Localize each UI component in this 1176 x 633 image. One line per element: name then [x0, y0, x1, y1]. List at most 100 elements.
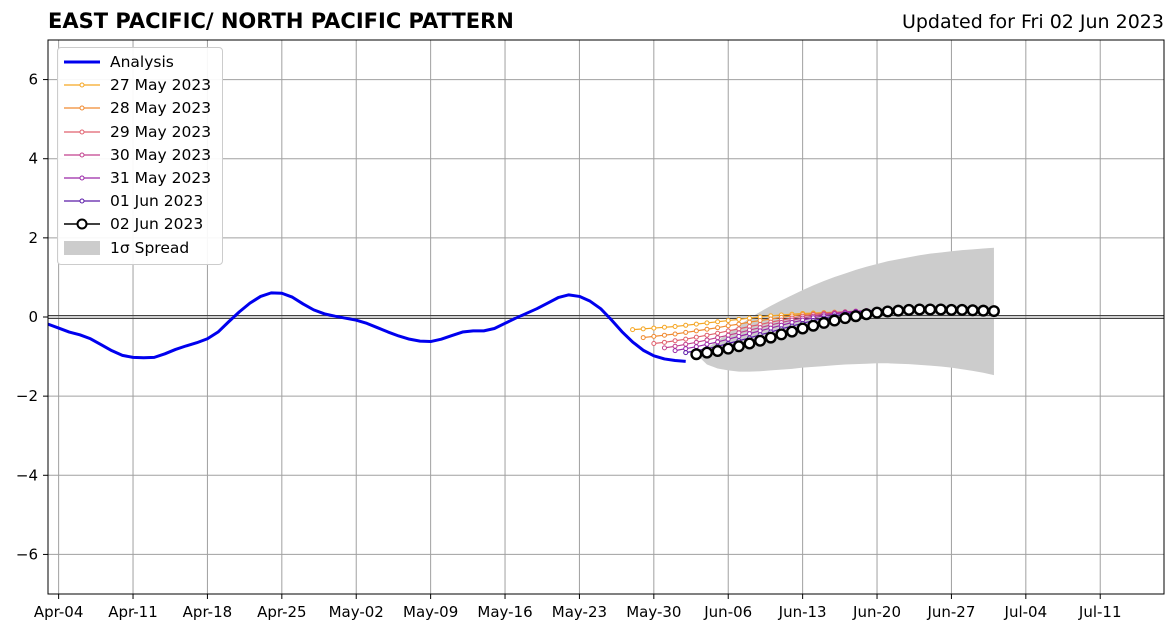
forecast-point [651, 325, 657, 331]
y-tick-label: −6 [16, 545, 38, 563]
forecast-point [683, 341, 689, 347]
forecast-point [683, 329, 689, 335]
legend-item: 28 May 2023 [58, 97, 224, 120]
legend-label: 30 May 2023 [110, 145, 212, 164]
legend-item: 02 Jun 2023 [58, 213, 224, 236]
legend-label: Analysis [110, 53, 174, 71]
forecast-point [672, 331, 678, 337]
forecast-point [722, 342, 735, 355]
legend-label: 27 May 2023 [110, 76, 212, 95]
forecast-point [661, 324, 667, 330]
forecast-point [987, 305, 1000, 318]
y-tick-label: 6 [28, 71, 38, 89]
legend-swatch [64, 82, 100, 88]
forecast-point [704, 332, 710, 338]
forecast-point [764, 331, 777, 344]
legend-marker [79, 82, 85, 88]
x-tick-label: May-02 [329, 603, 384, 621]
y-tick-label: 2 [28, 229, 38, 247]
forecast-point [768, 325, 774, 331]
x-tick-label: May-23 [552, 603, 607, 621]
forecast-point [746, 331, 752, 337]
forecast-point [966, 304, 979, 317]
x-tick-label: May-30 [626, 603, 681, 621]
forecast-point [661, 332, 667, 338]
forecast-point [693, 334, 699, 340]
x-tick-label: Apr-25 [257, 603, 307, 621]
forecast-point [693, 321, 699, 327]
forecast-point [757, 328, 763, 334]
legend-swatch [64, 175, 100, 181]
forecast-point [704, 341, 710, 347]
forecast-point [683, 350, 689, 356]
x-tick-label: May-09 [403, 603, 458, 621]
forecast-point [725, 323, 731, 329]
x-tick-label: Apr-11 [108, 603, 158, 621]
x-tick-label: Jul-04 [1004, 603, 1048, 621]
x-tick-label: Jun-06 [703, 603, 752, 621]
forecast-point [934, 303, 947, 316]
analysis-line [47, 291, 686, 363]
forecast-point [977, 304, 990, 317]
legend-label: 28 May 2023 [110, 99, 212, 118]
legend-label: 01 Jun 2023 [110, 192, 204, 211]
forecast-point [881, 305, 894, 318]
forecast-point [704, 337, 710, 343]
legend-marker [79, 105, 85, 111]
forecast-point [807, 319, 820, 332]
legend-item: 27 May 2023 [58, 74, 224, 97]
forecast-point [672, 348, 678, 354]
forecast-point [693, 344, 699, 350]
legend-label: 02 Jun 2023 [110, 215, 204, 234]
forecast-point [715, 319, 721, 325]
legend-label: 1σ Spread [110, 238, 190, 257]
legend-swatch [64, 218, 100, 230]
forecast-point [700, 346, 713, 359]
plot-frame [47, 39, 1165, 595]
forecast-point [715, 325, 721, 331]
forecast-point [945, 303, 958, 316]
legend-swatch [64, 129, 100, 135]
forecast-point [732, 340, 745, 353]
forecast-point [690, 348, 703, 361]
forecast-point [736, 316, 742, 322]
forecast-point [902, 303, 915, 316]
forecast-point [672, 323, 678, 329]
forecast-point [725, 336, 731, 342]
forecast-point [725, 318, 731, 324]
forecast-point [693, 339, 699, 345]
forecast-point [651, 333, 657, 339]
forecast-point [661, 345, 667, 351]
legend-swatch [64, 198, 100, 204]
x-tick-label: Jun-20 [852, 603, 901, 621]
legend-swatch [64, 152, 100, 158]
forecast-point [704, 326, 710, 332]
forecast-point [711, 345, 724, 358]
legend-item: 1σ Spread [58, 237, 224, 260]
forecast-point [775, 328, 788, 341]
forecast-point [786, 325, 799, 338]
series-lines [47, 291, 1000, 363]
legend: Analysis 27 May 2023 28 May 2023 29 May 202… [57, 47, 223, 265]
legend-item: Analysis [58, 51, 224, 74]
forecast-point [725, 328, 731, 334]
forecast-point [892, 304, 905, 317]
legend-patch [64, 240, 100, 255]
forecast-point [743, 337, 756, 350]
x-tick-label: May-16 [477, 603, 532, 621]
updated-date: Updated for Fri 02 Jun 2023 [901, 11, 1164, 33]
legend-item: 30 May 2023 [58, 144, 224, 167]
forecast-point [661, 339, 667, 345]
y-tick-label: −4 [16, 466, 38, 484]
forecast-point [839, 312, 852, 325]
axes [43, 39, 1165, 599]
forecast-point [849, 310, 862, 323]
x-tick-label: Apr-04 [34, 603, 84, 621]
forecast-point [736, 333, 742, 339]
legend-marker [79, 198, 85, 204]
x-tick-label: Jun-13 [778, 603, 827, 621]
forecast-point [860, 308, 873, 321]
y-tick-label: −2 [16, 387, 38, 405]
forecast-point [683, 336, 689, 342]
